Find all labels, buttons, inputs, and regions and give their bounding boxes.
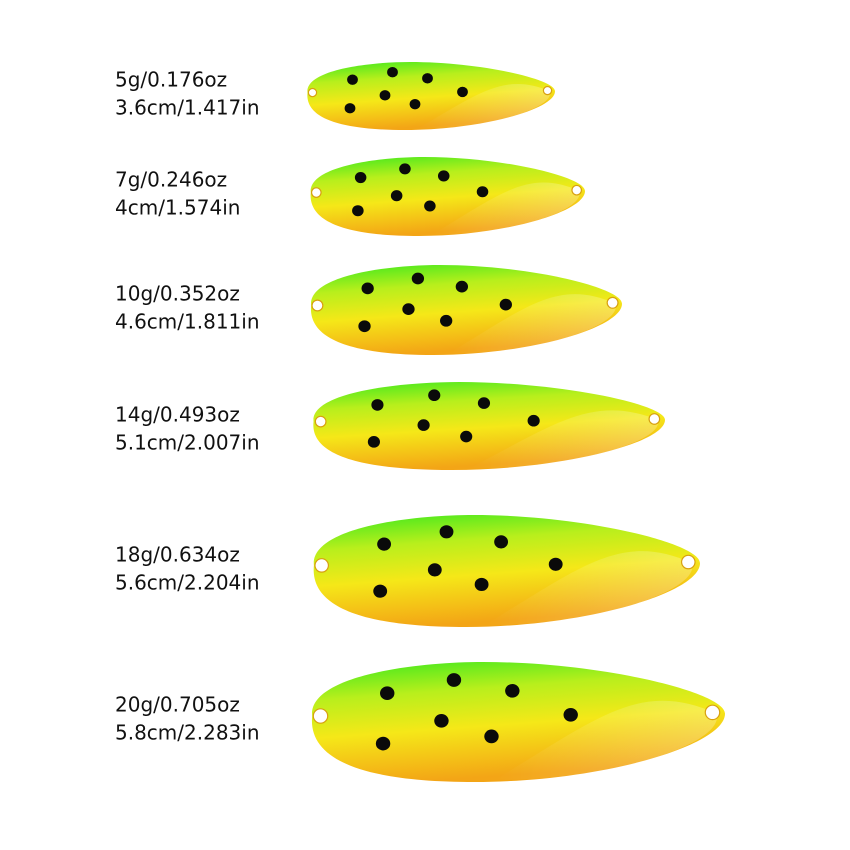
spot (446, 673, 462, 687)
spot (434, 713, 449, 728)
hole (310, 187, 322, 198)
spot (494, 535, 509, 549)
lure-shine (417, 83, 551, 129)
spot (399, 163, 411, 175)
spot (354, 172, 367, 184)
spot (527, 414, 540, 427)
spot (422, 73, 433, 84)
spot (344, 103, 356, 114)
spot (424, 200, 436, 212)
hole (606, 296, 619, 309)
spot (484, 729, 499, 744)
spot (367, 436, 380, 448)
lure-shine (449, 294, 617, 354)
weight-label: 7g/0.246oz (115, 168, 227, 192)
spot (477, 397, 491, 409)
hole (704, 704, 721, 721)
spot (428, 389, 441, 402)
spot (387, 67, 398, 78)
weight-label: 10g/0.352oz (115, 282, 240, 306)
length-label: 4cm/1.574in (115, 196, 240, 220)
spot (375, 736, 391, 751)
spot (352, 205, 364, 217)
spot (377, 537, 392, 551)
spot (476, 186, 489, 198)
length-label: 5.8cm/2.283in (115, 721, 260, 745)
weight-label: 18g/0.634oz (115, 543, 240, 567)
spot (440, 314, 453, 327)
spot (390, 190, 403, 202)
spot (347, 74, 358, 85)
spot (474, 577, 489, 592)
length-label: 5.1cm/2.007in (115, 431, 260, 455)
spot (499, 298, 512, 311)
spot (380, 686, 395, 701)
hole (571, 184, 583, 196)
spot (505, 683, 520, 698)
hole (311, 299, 324, 312)
spot (411, 272, 425, 285)
spot (358, 320, 371, 333)
hole (542, 85, 553, 96)
spot (455, 280, 469, 293)
spot (427, 563, 442, 577)
spot (460, 430, 473, 443)
spot (417, 419, 430, 431)
weight-label: 20g/0.705oz (115, 693, 240, 717)
weight-label: 5g/0.176oz (115, 68, 227, 92)
length-label: 4.6cm/1.811in (115, 310, 260, 334)
length-label: 3.6cm/1.417in (115, 96, 260, 120)
spot (457, 86, 468, 98)
hole (680, 554, 696, 570)
lure-shine (469, 410, 659, 469)
spot (437, 170, 450, 182)
spot (548, 557, 563, 571)
weight-label: 14g/0.493oz (115, 403, 240, 427)
spot (439, 525, 454, 539)
spot (371, 399, 384, 411)
spot (409, 98, 421, 110)
hole (648, 413, 661, 425)
hole (314, 558, 330, 573)
hole (307, 87, 318, 98)
spot (361, 282, 374, 295)
lure-shine (432, 182, 580, 235)
spot (402, 303, 415, 315)
length-label: 5.6cm/2.204in (115, 571, 260, 595)
hole (314, 415, 327, 428)
hole (312, 708, 329, 724)
spot (563, 707, 578, 722)
spot (379, 90, 391, 101)
spot (373, 584, 388, 598)
lure-shine (485, 551, 693, 625)
lure-shine (495, 700, 718, 780)
